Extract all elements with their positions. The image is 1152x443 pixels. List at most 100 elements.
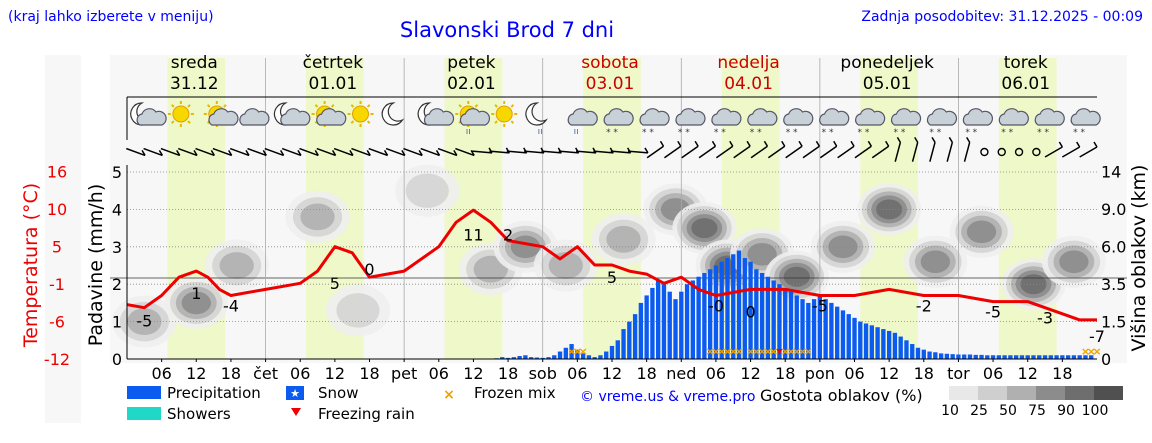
precip-bar (719, 261, 724, 359)
temperature-line (126, 208, 1097, 322)
precip-tick-label: 2 (112, 275, 122, 294)
wind-barb (575, 150, 597, 154)
temperature-label: 5 (607, 268, 617, 287)
precip-bar (552, 355, 557, 359)
wind-barb (911, 142, 919, 162)
cloud-height-tick-label: 9.0 (1101, 200, 1126, 219)
cloud-rain-icon: ıı (567, 108, 598, 137)
temperature-label: -2 (916, 296, 932, 315)
wind-barb (1079, 146, 1098, 158)
precip-bar (800, 299, 805, 359)
temperature-label: 11 (463, 225, 483, 244)
snow-flakes: * * (678, 128, 690, 138)
precip-bar (1083, 355, 1088, 359)
page-title: Slavonski Brod 7 dni (400, 18, 614, 42)
precip-tick-label: 3 (112, 238, 122, 257)
cloud-shape (711, 108, 742, 126)
sun-ray (170, 120, 175, 124)
temperature-label: 0 (364, 260, 374, 279)
wind-barb (802, 145, 820, 159)
cloud-height-tick-label: 6.0 (1101, 238, 1126, 257)
x-tick-label: sob (529, 364, 557, 383)
precip-bar (638, 302, 644, 359)
day-name: nedelja (717, 53, 779, 73)
location-hint[interactable]: (kraj lahko izberete v meniju) (8, 9, 214, 25)
wind-barb (1044, 146, 1063, 158)
snow-flakes: * * (750, 128, 762, 138)
sun-icon (167, 101, 194, 127)
x-tick-label: 18 (1052, 364, 1072, 383)
sun-ray (494, 104, 498, 108)
precip-bar (1002, 355, 1007, 359)
x-tick-label: pon (805, 364, 835, 383)
density-swatch (949, 386, 978, 400)
precip-bar (684, 284, 690, 359)
wind-barb (854, 145, 872, 159)
precip-bar (575, 349, 580, 359)
snow-flakes: * * (1001, 128, 1013, 138)
cloud-snow-icon: * * (890, 108, 922, 138)
density-label: 75 (1028, 403, 1046, 419)
precip-bar (829, 302, 834, 359)
temperature-label: 1 (191, 284, 201, 303)
last-updated: Zadnja posodobitev: 31.12.2025 - 00:09 (861, 9, 1143, 25)
x-tick-label: 12 (740, 364, 760, 383)
cloud-snow-icon: * * (855, 108, 886, 138)
copyright-link[interactable]: © vreme.us & vreme.pro (580, 389, 755, 405)
precip-bar (534, 357, 540, 359)
cloud-shape (819, 108, 850, 126)
precip-bar (875, 327, 880, 359)
legend-showers-label: Showers (167, 405, 231, 423)
wind-barb-flag (763, 140, 769, 147)
x-tick-label: 12 (1018, 364, 1038, 383)
precip-bar (511, 357, 517, 359)
wind-barb-flag (245, 150, 250, 156)
day-date: 04.01 (724, 74, 773, 94)
moon-icon (381, 102, 405, 126)
precip-bar (892, 332, 898, 359)
cloud-blob (828, 235, 858, 259)
precip-bar (973, 354, 978, 359)
precip-bar (598, 355, 603, 359)
sun-ray (366, 120, 371, 124)
wind-barb (785, 145, 803, 159)
day-date: 03.01 (586, 74, 635, 94)
precip-bar (921, 349, 926, 359)
wind-barb (506, 150, 527, 154)
wind-barb-flag (694, 140, 699, 147)
precip-bar (557, 351, 563, 359)
temperature-label: -0 (708, 296, 724, 315)
precip-bar (569, 344, 574, 359)
precip-bar (1054, 355, 1059, 359)
precip-axis-title: Padavine (mm/h) (85, 184, 107, 347)
precip-bar (1048, 355, 1053, 359)
cloud-blob (747, 242, 777, 266)
cloud-blob (219, 252, 254, 279)
precip-bar (673, 299, 678, 359)
precip-bar (765, 276, 771, 359)
x-tick-label: 18 (359, 364, 379, 383)
cloud-blob (783, 266, 810, 287)
temperature-label: -3 (1037, 309, 1053, 328)
precip-bar (563, 347, 568, 359)
sun-ray (187, 104, 191, 108)
precip-bar (661, 284, 667, 359)
precip-bar (736, 250, 742, 359)
wind-barb-flag (931, 136, 936, 143)
wind-barb-flag (176, 150, 181, 156)
wind-barb-flag (435, 150, 441, 156)
wind-barb (541, 150, 562, 154)
precip-bar (517, 356, 522, 359)
wind-barb (281, 147, 302, 157)
cloud-shape (239, 108, 270, 126)
cloud-blob (1059, 250, 1089, 274)
sun-disc (352, 105, 370, 123)
precip-bar (869, 325, 874, 359)
wind-barb-flag (470, 150, 475, 156)
precip-bar (817, 295, 823, 359)
sun-ray (223, 104, 227, 108)
sun-ray (330, 104, 335, 108)
wind-barb-flag (644, 147, 649, 154)
precip-bar (938, 353, 944, 359)
frozen-mix-marker: × (1092, 345, 1101, 358)
